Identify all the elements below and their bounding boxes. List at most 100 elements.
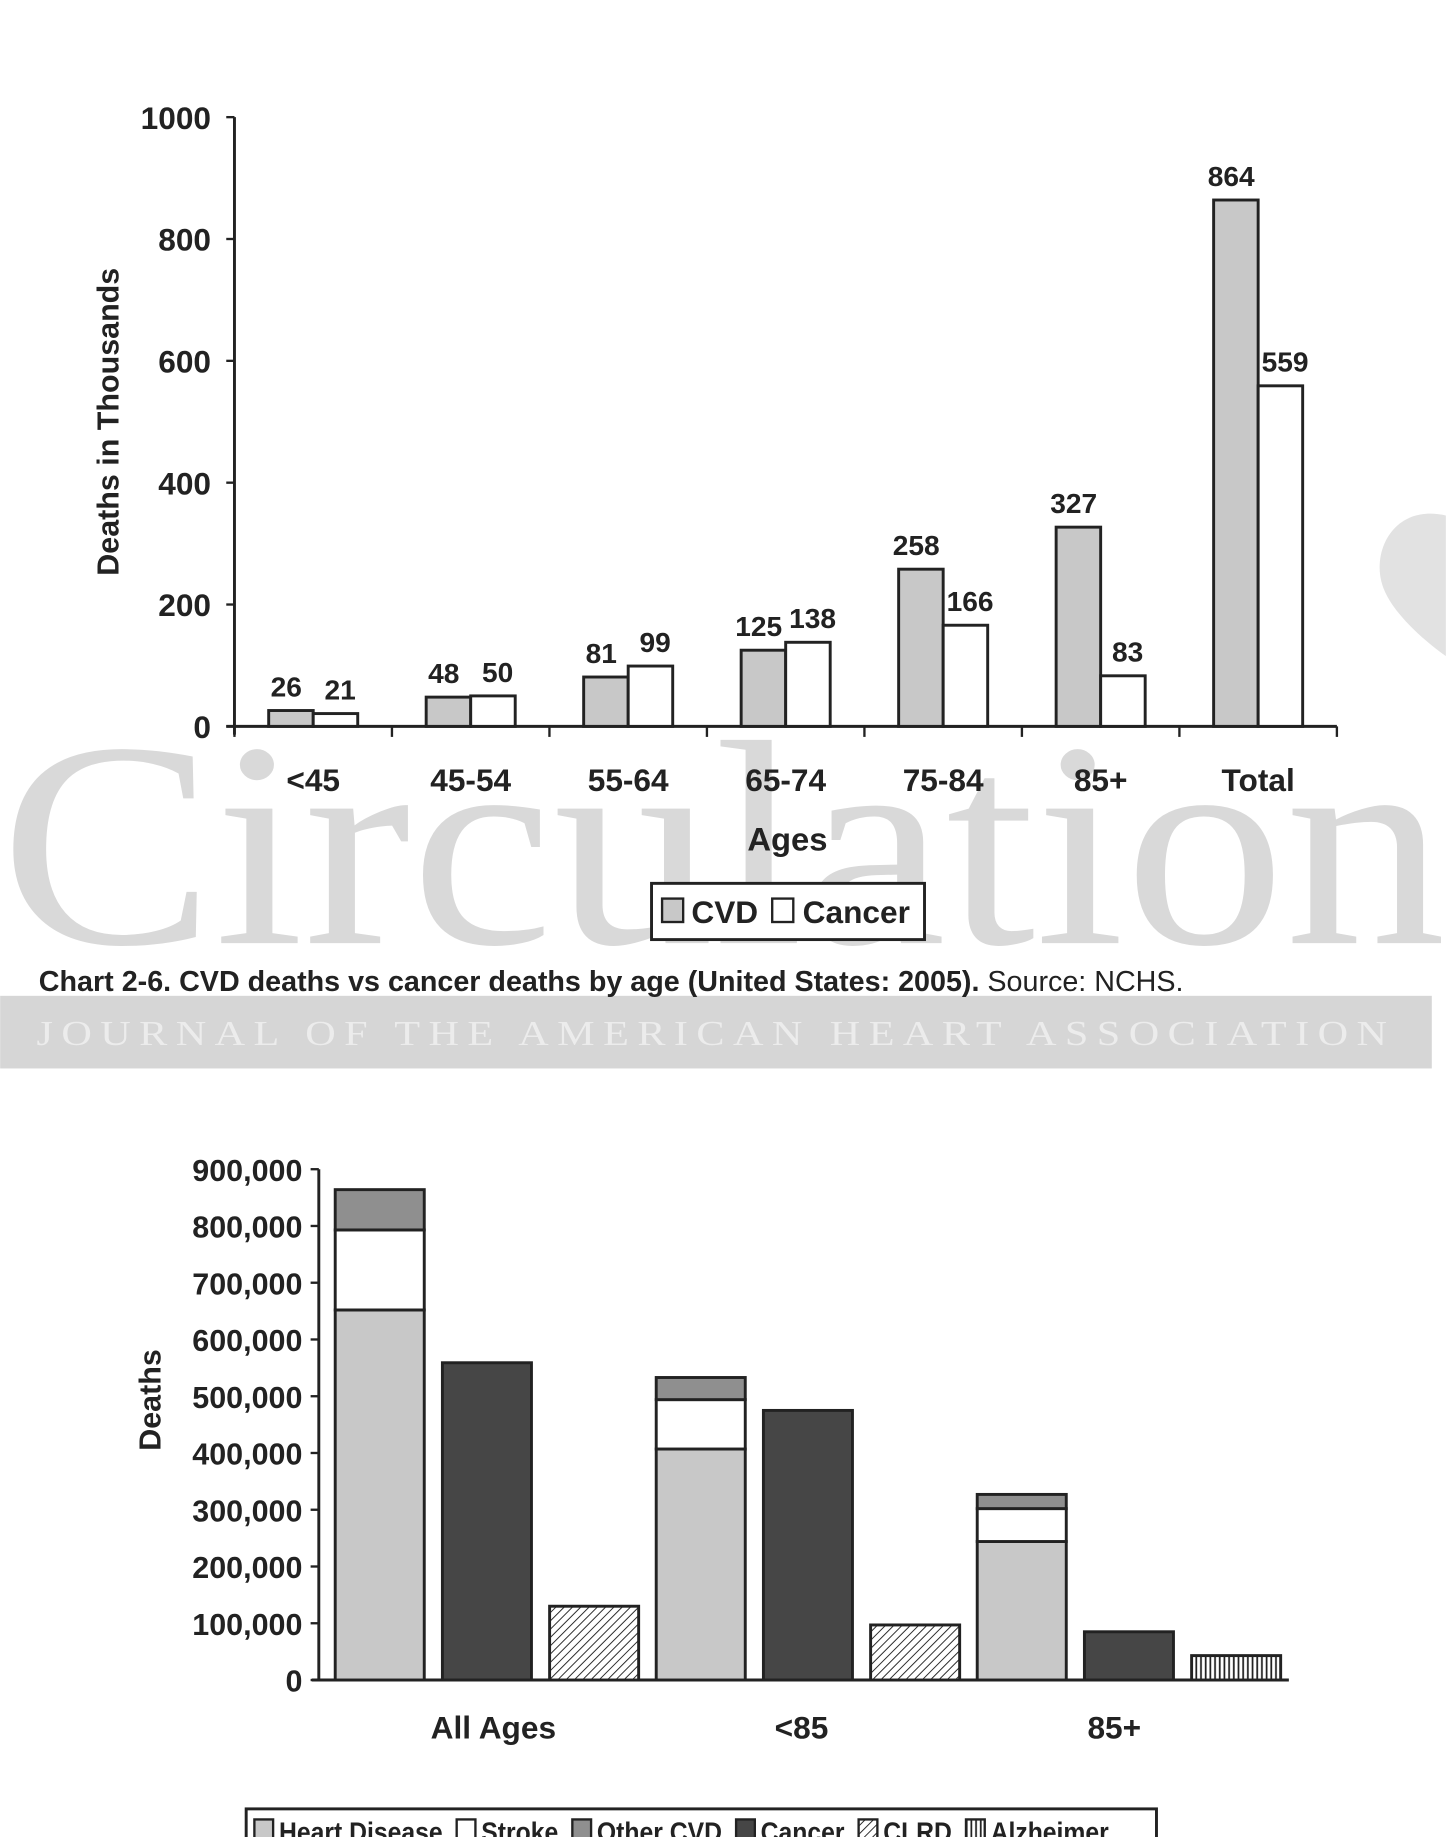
legend-label-heart-disease: Heart Disease xyxy=(279,1817,443,1837)
bar-cancer xyxy=(626,664,675,728)
bar-heart-disease xyxy=(333,1308,426,1682)
bar-other-cvd xyxy=(654,1376,747,1402)
data-label: 125 xyxy=(735,611,782,642)
data-label: 26 xyxy=(271,671,302,702)
y-tick-label: 900,000 xyxy=(192,1154,302,1188)
y-tick-label: 500,000 xyxy=(192,1381,302,1415)
bar-alzheimer xyxy=(1190,1654,1283,1682)
chart-cvd-vs-cancer: 0 200 400 600 800 1000 <45 26 21 45-54 48 50 55-64 81… xyxy=(91,100,1339,942)
bar-other-cvd xyxy=(333,1188,426,1232)
bar-heart-disease xyxy=(975,1540,1068,1682)
y-tick-label: 600 xyxy=(158,344,211,380)
y-tick-label: 0 xyxy=(193,709,211,745)
legend-label-clrd: CLRD xyxy=(883,1817,952,1837)
bar-cvd xyxy=(267,709,315,728)
bar-stroke xyxy=(654,1398,747,1451)
x-tick-label: 85+ xyxy=(1074,762,1128,798)
legend-swatch-alzheimer xyxy=(964,1818,986,1837)
x-tick-label: 85+ xyxy=(1087,1710,1141,1746)
x-tick-label: 75-84 xyxy=(903,762,984,798)
watermark-logo: Circulation xyxy=(0,683,1446,1007)
data-label: 864 xyxy=(1208,161,1255,192)
x-tick-label: All Ages xyxy=(431,1710,556,1746)
y-axis-title: Deaths in Thousands xyxy=(91,268,125,576)
bar-cancer xyxy=(784,640,832,728)
data-label: 166 xyxy=(947,586,994,617)
y-tick-label: 400 xyxy=(158,465,211,501)
bar-cancer xyxy=(1099,674,1147,728)
bar-cvd xyxy=(424,695,473,728)
y-tick-label: 400,000 xyxy=(192,1438,302,1472)
legend-swatch-cancer xyxy=(734,1818,757,1837)
y-tick-label: 1000 xyxy=(141,100,211,136)
legend-label-stroke: Stroke xyxy=(481,1817,558,1837)
bar-cancer xyxy=(1082,1630,1175,1682)
caption-bold: Chart 2-6. CVD deaths vs cancer deaths b… xyxy=(39,966,980,998)
y-tick-label: 800,000 xyxy=(192,1211,302,1245)
bar-other-cvd xyxy=(975,1492,1068,1511)
x-tick-label: <45 xyxy=(286,762,340,798)
caption: Chart 2-6. CVD deaths vs cancer deaths b… xyxy=(39,966,1184,998)
bar-cancer xyxy=(941,623,990,728)
bar-heart-disease xyxy=(654,1447,747,1682)
data-label: 81 xyxy=(586,638,617,669)
bar-cancer xyxy=(440,1361,533,1682)
y-tick-label: 0 xyxy=(285,1665,302,1699)
bar-stroke xyxy=(333,1228,426,1312)
bar-clrd xyxy=(548,1604,641,1682)
legend-label-cvd: CVD xyxy=(691,894,758,930)
x-axis-title: Ages xyxy=(747,821,827,858)
legend: Heart Disease Stroke Other CVD Cancer CLRD Al… xyxy=(244,1807,1158,1837)
data-label: 99 xyxy=(639,627,670,658)
legend-swatch-cancer xyxy=(771,897,795,924)
caption-source: Source: NCHS. xyxy=(979,966,1183,998)
data-label: 48 xyxy=(428,658,459,689)
bar-cvd xyxy=(1212,198,1260,728)
legend-swatch-other-cvd xyxy=(571,1818,593,1837)
y-axis-title: Deaths xyxy=(134,1349,168,1451)
bar-cvd xyxy=(739,648,788,728)
bar-cancer xyxy=(311,712,360,728)
bar-clrd xyxy=(869,1623,962,1682)
y-tick-label: 800 xyxy=(158,222,211,258)
data-label: 559 xyxy=(1262,347,1309,378)
x-tick-label: <85 xyxy=(775,1710,829,1746)
legend-box xyxy=(244,1807,1158,1837)
x-tick-label: 55-64 xyxy=(588,762,669,798)
bar-cancer xyxy=(469,694,517,728)
legend-swatch-stroke xyxy=(455,1818,477,1837)
heart-logo-icon xyxy=(1379,513,1446,657)
legend-swatch-heart-disease xyxy=(253,1818,275,1837)
bar-cancer xyxy=(761,1408,854,1682)
y-tick-label: 600,000 xyxy=(192,1324,302,1358)
bar-cancer xyxy=(1256,384,1305,728)
watermark: Circulation JOURNAL OF THE AMERICAN HEAR… xyxy=(0,513,1446,1069)
x-tick-label: Total xyxy=(1222,762,1295,798)
bar-stroke xyxy=(975,1507,1068,1543)
data-label: 138 xyxy=(789,603,836,634)
bar-cvd xyxy=(582,675,630,728)
legend-label-alzheimer: Alzheimer xyxy=(991,1817,1109,1837)
legend-box xyxy=(650,881,926,942)
y-tick-label: 200 xyxy=(158,587,211,623)
legend-swatch-cvd xyxy=(660,897,685,924)
legend: CVD Cancer xyxy=(650,881,926,942)
legend-label-cancer: Cancer xyxy=(803,894,910,930)
y-tick-label: 700,000 xyxy=(192,1267,302,1301)
y-tick-label: 200,000 xyxy=(192,1551,302,1585)
bar-cvd xyxy=(1054,525,1103,728)
data-label: 50 xyxy=(482,657,513,688)
chart-deaths-by-cause: 0 100,000 200,000 300,000 400,000 500,000 600,… xyxy=(134,1154,1289,1837)
legend-label-cancer: Cancer xyxy=(761,1817,845,1837)
y-tick-label: 100,000 xyxy=(192,1608,302,1642)
y-tick-label: 300,000 xyxy=(192,1494,302,1528)
data-label: 258 xyxy=(893,530,940,561)
x-tick-label: 65-74 xyxy=(745,762,826,798)
x-tick-label: 45-54 xyxy=(430,762,511,798)
data-label: 83 xyxy=(1112,637,1143,668)
data-label: 327 xyxy=(1050,488,1097,519)
bar-cvd xyxy=(897,567,945,728)
legend-swatch-clrd xyxy=(857,1818,879,1837)
data-label: 21 xyxy=(325,675,356,706)
